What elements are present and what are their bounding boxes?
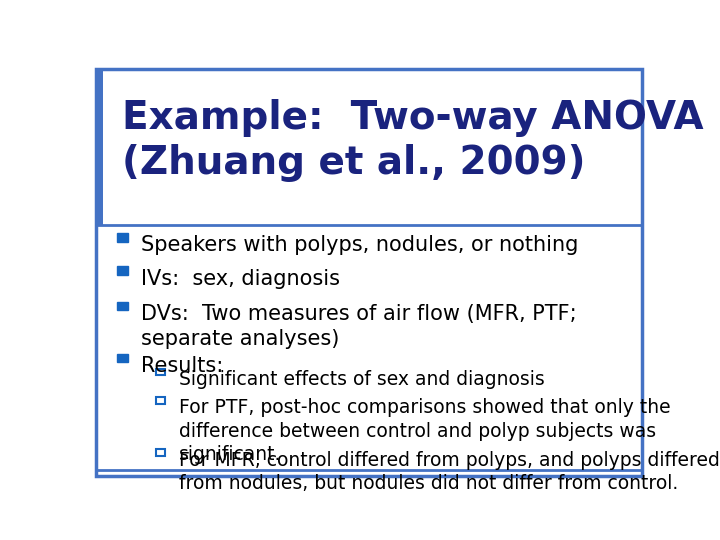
Text: Example:  Two-way ANOVA
(Zhuang et al., 2009): Example: Two-way ANOVA (Zhuang et al., 2… bbox=[122, 99, 704, 183]
Bar bbox=[117, 302, 128, 310]
Bar bbox=[117, 266, 128, 275]
Text: Results:: Results: bbox=[141, 356, 224, 376]
Bar bbox=[117, 233, 128, 241]
Bar bbox=[156, 369, 165, 375]
Text: Speakers with polyps, nodules, or nothing: Speakers with polyps, nodules, or nothin… bbox=[141, 235, 579, 255]
Bar bbox=[117, 354, 128, 362]
Bar bbox=[96, 69, 103, 225]
Text: IVs:  sex, diagnosis: IVs: sex, diagnosis bbox=[141, 268, 341, 288]
Bar bbox=[156, 449, 165, 456]
Text: For MFR, control differed from polyps, and polyps differed
from nodules, but nod: For MFR, control differed from polyps, a… bbox=[179, 451, 720, 493]
Bar bbox=[156, 397, 165, 404]
Text: DVs:  Two measures of air flow (MFR, PTF;
separate analyses): DVs: Two measures of air flow (MFR, PTF;… bbox=[141, 304, 577, 349]
Text: For PTF, post-hoc comparisons showed that only the
difference between control an: For PTF, post-hoc comparisons showed tha… bbox=[179, 399, 671, 464]
Text: Significant effects of sex and diagnosis: Significant effects of sex and diagnosis bbox=[179, 370, 545, 389]
